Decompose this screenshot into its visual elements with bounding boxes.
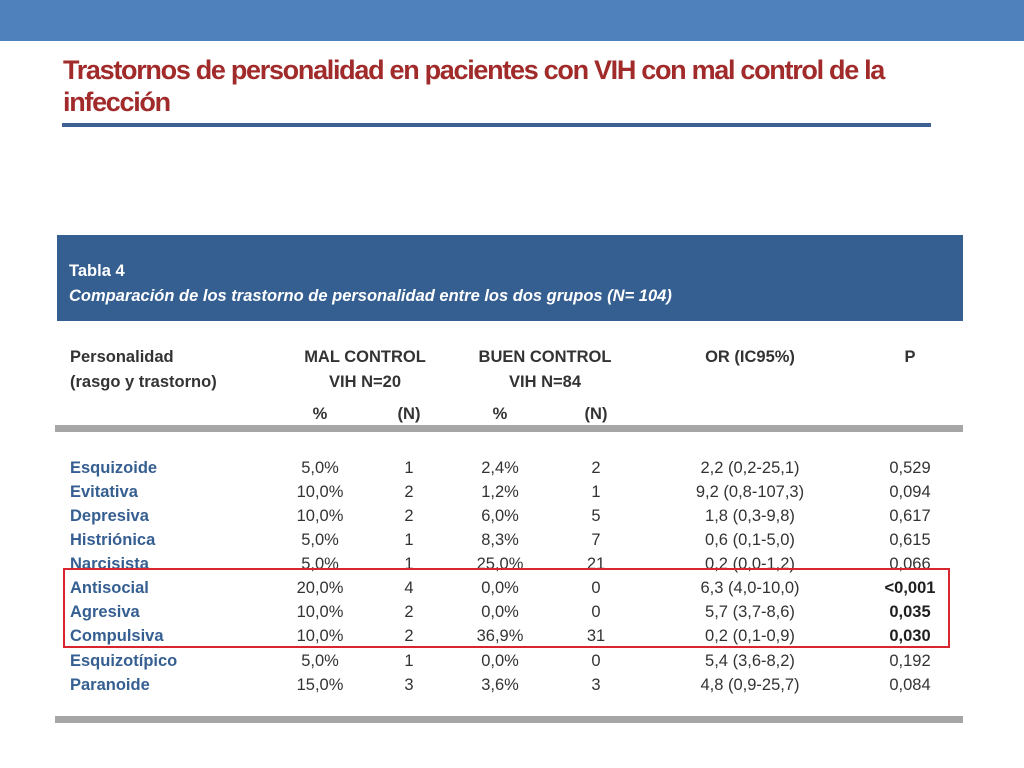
table-row: Histriónica 5,0% 1 8,3% 7 0,6 (0,1-5,0) … — [0, 531, 1024, 555]
cell-mal-pct: 5,0% — [301, 652, 339, 670]
title-underline — [62, 123, 931, 127]
cell-mal-pct: 15,0% — [296, 676, 344, 694]
cell-or: 2,2 (0,2-25,1) — [700, 459, 800, 477]
table-top-rule — [55, 425, 963, 432]
cell-buen-pct: 36,9% — [476, 627, 524, 645]
cell-p: 0,030 — [889, 627, 931, 645]
cell-buen-pct: 8,3% — [481, 531, 519, 549]
cell-or: 0,2 (0,1-0,9) — [705, 627, 795, 645]
table-row-significant: Agresiva 10,0% 2 0,0% 0 5,7 (3,7-8,6) 0,… — [0, 603, 1024, 627]
cell-mal-n: 2 — [404, 507, 414, 525]
slide-title: Trastornos de personalidad en pacientes … — [63, 55, 885, 117]
cell-buen-n: 7 — [591, 531, 601, 549]
cell-p: 0,035 — [889, 603, 931, 621]
cell-mal-n: 3 — [404, 676, 414, 694]
cell-mal-pct: 10,0% — [296, 627, 344, 645]
row-label: Paranoide — [70, 676, 150, 694]
cell-p: 0,529 — [889, 459, 931, 477]
cell-mal-pct: 10,0% — [296, 507, 344, 525]
cell-buen-n: 0 — [591, 603, 601, 621]
table-row: Esquizoide 5,0% 1 2,4% 2 2,2 (0,2-25,1) … — [0, 459, 1024, 483]
cell-buen-pct: 1,2% — [481, 483, 519, 501]
cell-buen-n: 0 — [591, 652, 601, 670]
cell-mal-n: 1 — [404, 555, 414, 573]
cell-buen-n: 2 — [591, 459, 601, 477]
cell-mal-pct: 5,0% — [301, 531, 339, 549]
cell-mal-n: 2 — [404, 603, 414, 621]
cell-p: 0,094 — [889, 483, 931, 501]
header-n-buen: (N) — [584, 405, 608, 423]
table-row: Evitativa 10,0% 2 1,2% 1 9,2 (0,8-107,3)… — [0, 483, 1024, 507]
row-label: Agresiva — [70, 603, 140, 621]
row-label: Compulsiva — [70, 627, 164, 645]
header-buen-control: BUEN CONTROL — [478, 348, 612, 366]
table-row: Esquizotípico 5,0% 1 0,0% 0 5,4 (3,6-8,2… — [0, 652, 1024, 676]
cell-or: 0,6 (0,1-5,0) — [705, 531, 795, 549]
table-row: Paranoide 15,0% 3 3,6% 3 4,8 (0,9-25,7) … — [0, 676, 1024, 700]
row-label: Depresiva — [70, 507, 149, 525]
top-accent-bar — [0, 0, 1024, 41]
header-pct-mal: % — [312, 405, 328, 423]
cell-mal-n: 2 — [404, 627, 414, 645]
cell-mal-n: 1 — [404, 459, 414, 477]
header-n-mal: (N) — [397, 405, 421, 423]
cell-buen-n: 3 — [591, 676, 601, 694]
cell-buen-n: 1 — [591, 483, 601, 501]
cell-mal-pct: 20,0% — [296, 579, 344, 597]
cell-mal-pct: 10,0% — [296, 483, 344, 501]
cell-or: 6,3 (4,0-10,0) — [700, 579, 800, 597]
cell-buen-pct: 2,4% — [481, 459, 519, 477]
cell-buen-pct: 0,0% — [481, 603, 519, 621]
table-caption: Comparación de los trastorno de personal… — [69, 287, 672, 305]
cell-or: 4,8 (0,9-25,7) — [700, 676, 800, 694]
table-label: Tabla 4 — [69, 262, 125, 280]
cell-buen-n: 31 — [586, 627, 606, 645]
cell-buen-n: 0 — [591, 579, 601, 597]
cell-buen-pct: 0,0% — [481, 652, 519, 670]
row-label: Evitativa — [70, 483, 138, 501]
header-mal-n: VIH N=20 — [329, 373, 401, 391]
table-row-significant: Antisocial 20,0% 4 0,0% 0 6,3 (4,0-10,0)… — [0, 579, 1024, 603]
header-rasgo: (rasgo y trastorno) — [70, 373, 217, 391]
cell-mal-n: 4 — [404, 579, 414, 597]
table-row: Depresiva 10,0% 2 6,0% 5 1,8 (0,3-9,8) 0… — [0, 507, 1024, 531]
header-buen-n: VIH N=84 — [509, 373, 581, 391]
cell-or: 5,7 (3,7-8,6) — [705, 603, 795, 621]
cell-mal-pct: 5,0% — [301, 459, 339, 477]
cell-p: 0,192 — [889, 652, 931, 670]
cell-buen-n: 5 — [591, 507, 601, 525]
row-label: Antisocial — [70, 579, 149, 597]
cell-p: 0,084 — [889, 676, 931, 694]
cell-or: 5,4 (3,6-8,2) — [705, 652, 795, 670]
significant-rows-highlight — [63, 568, 950, 648]
cell-buen-pct: 3,6% — [481, 676, 519, 694]
cell-buen-pct: 6,0% — [481, 507, 519, 525]
row-label: Histriónica — [70, 531, 156, 549]
row-label: Esquizoide — [70, 459, 158, 477]
cell-p: <0,001 — [884, 579, 936, 597]
row-label: Esquizotípico — [70, 652, 178, 670]
cell-buen-pct: 0,0% — [481, 579, 519, 597]
header-mal-control: MAL CONTROL — [304, 348, 426, 366]
cell-mal-n: 1 — [404, 652, 414, 670]
table-caption-banner: Tabla 4 Comparación de los trastorno de … — [57, 235, 963, 321]
cell-or: 9,2 (0,8-107,3) — [695, 483, 805, 501]
header-pct-buen: % — [492, 405, 508, 423]
cell-mal-pct: 10,0% — [296, 603, 344, 621]
cell-mal-n: 1 — [404, 531, 414, 549]
header-or: OR (IC95%) — [705, 348, 795, 366]
table-row-significant: Compulsiva 10,0% 2 36,9% 31 0,2 (0,1-0,9… — [0, 627, 1024, 651]
header-personalidad: Personalidad — [70, 348, 174, 366]
cell-p: 0,615 — [889, 531, 931, 549]
cell-or: 1,8 (0,3-9,8) — [705, 507, 795, 525]
cell-mal-n: 2 — [404, 483, 414, 501]
table-bottom-rule — [55, 716, 963, 723]
cell-p: 0,617 — [889, 507, 931, 525]
header-p: P — [904, 348, 916, 366]
